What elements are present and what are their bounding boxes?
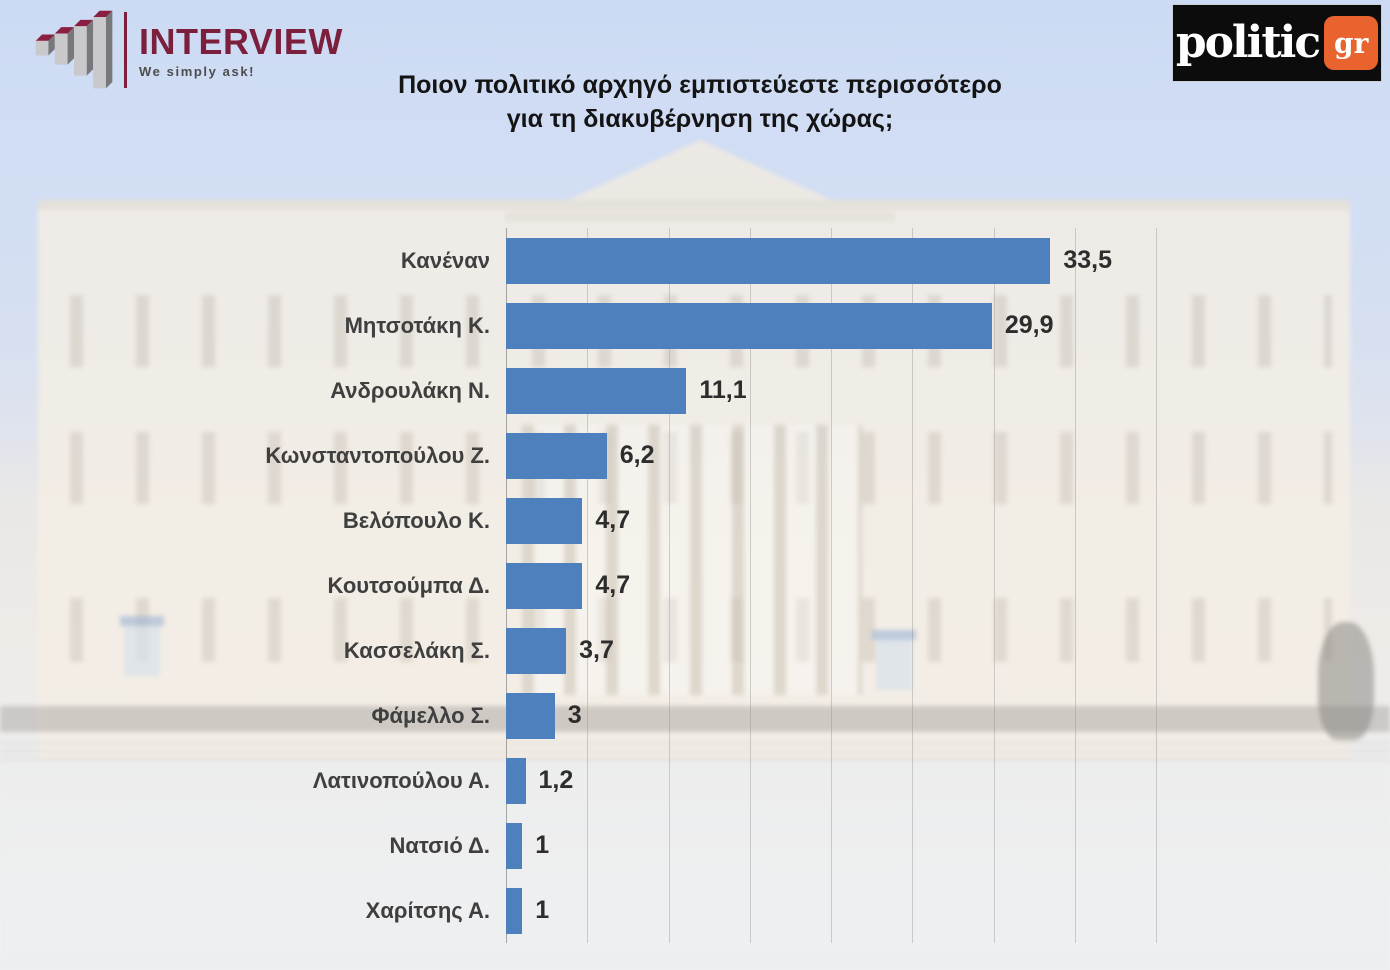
parliament-base-wall xyxy=(0,706,1390,732)
chart-row: Κωνσταντοπούλου Ζ. 6,2 xyxy=(0,423,1390,488)
interview-logo-tagline: We simply ask! xyxy=(139,63,256,79)
politic-logo-text: politic xyxy=(1175,17,1321,68)
bar xyxy=(506,497,583,544)
chart-row: Κουτσούμπα Δ. 4,7 xyxy=(0,553,1390,618)
chart-title-line2: για τη διακυβέρνηση της χώρας; xyxy=(506,105,894,133)
bar-chart: Κανέναν 33,5 Μητσοτάκη Κ. 29,9 Ανδρουλάκ… xyxy=(0,228,1390,943)
category-label: Μητσοτάκη Κ. xyxy=(344,312,490,338)
bar xyxy=(506,432,607,479)
bar-track: 6,2 xyxy=(506,432,1390,479)
bar xyxy=(506,367,687,414)
cypress-tree xyxy=(1318,622,1374,740)
bar-track: 29,9 xyxy=(506,302,1390,349)
chart-row: Νατσιό Δ. 1 xyxy=(0,813,1390,878)
bar xyxy=(506,237,1051,284)
gridline xyxy=(831,228,832,943)
bar-track: 1 xyxy=(506,822,1390,869)
gridline xyxy=(912,228,914,943)
bar xyxy=(506,822,523,869)
bar xyxy=(506,627,567,674)
interview-logo: INTERVIEW We simply ask! xyxy=(30,8,343,92)
category-label: Ανδρουλάκη Ν. xyxy=(330,377,490,403)
chart-row: Κασσελάκη Σ. 3,7 xyxy=(0,618,1390,683)
bar-track: 1,2 xyxy=(506,757,1390,804)
value-label: 4,7 xyxy=(595,506,631,534)
sentry-box xyxy=(872,630,916,690)
bar-track: 11,1 xyxy=(506,367,1390,414)
value-label: 6,2 xyxy=(619,441,655,469)
parliament-windows-row xyxy=(70,598,1332,662)
category-label: Κωνσταντοπούλου Ζ. xyxy=(265,442,490,468)
gridline xyxy=(587,228,589,943)
parliament-steps xyxy=(0,742,1390,764)
chart-title: Ποιον πολιτικό αρχηγό εμπιστεύεστε περισ… xyxy=(330,68,1070,136)
category-label: Κανέναν xyxy=(400,247,490,273)
value-label: 1 xyxy=(535,831,550,859)
value-label: 11,1 xyxy=(699,376,747,404)
parliament-windows-row xyxy=(70,432,1332,504)
chart-row: Κανέναν 33,5 xyxy=(0,228,1390,293)
bar-track: 3,7 xyxy=(506,627,1390,674)
bar-track: 4,7 xyxy=(506,562,1390,609)
gridline xyxy=(993,228,995,943)
value-label: 4,7 xyxy=(595,571,631,599)
value-label: 33,5 xyxy=(1063,246,1113,274)
logo-separator xyxy=(124,12,127,88)
bar-track: 3 xyxy=(506,692,1390,739)
parliament-cornice xyxy=(505,212,895,222)
category-label: Νατσιό Δ. xyxy=(389,832,490,858)
category-label: Χαρίτσης Α. xyxy=(365,897,490,923)
bar-track: 4,7 xyxy=(506,497,1390,544)
bar xyxy=(506,757,526,804)
value-label: 1 xyxy=(535,896,550,924)
gridline xyxy=(668,228,670,943)
category-label: Λατινοπούλου Α. xyxy=(312,767,490,793)
value-label: 3 xyxy=(567,701,582,729)
value-label: 3,7 xyxy=(579,636,614,664)
sentry-box xyxy=(120,616,164,676)
politic-gr-badge: gr xyxy=(1324,16,1379,70)
category-label: Κασσελάκη Σ. xyxy=(343,637,490,663)
chart-rows: Κανέναν 33,5 Μητσοτάκη Κ. 29,9 Ανδρουλάκ… xyxy=(0,228,1390,943)
gridline xyxy=(1156,228,1157,943)
category-label: Φάμελλο Σ. xyxy=(371,702,490,728)
bar xyxy=(506,692,555,739)
bar xyxy=(506,562,583,609)
chart-row: Λατινοπούλου Α. 1,2 xyxy=(0,748,1390,813)
gridline xyxy=(749,228,751,943)
chart-row: Ανδρουλάκη Ν. 11,1 xyxy=(0,358,1390,423)
bar-track: 33,5 xyxy=(506,237,1390,284)
chart-row: Χαρίτσης Α. 1 xyxy=(0,878,1390,943)
bar xyxy=(506,887,523,934)
chart-row: Βελόπουλο Κ. 4,7 xyxy=(0,488,1390,553)
politic-logo: politic gr xyxy=(1172,4,1382,82)
parliament-roofline xyxy=(38,200,1350,212)
bar-track: 1 xyxy=(506,887,1390,934)
value-label: 1,2 xyxy=(538,766,574,794)
category-label: Βελόπουλο Κ. xyxy=(342,507,490,533)
chart-title-line1: Ποιον πολιτικό αρχηγό εμπιστεύεστε περισ… xyxy=(398,71,1002,99)
gridline xyxy=(1074,228,1076,943)
bar xyxy=(506,302,992,349)
bar-chart-logo-icon xyxy=(35,10,113,89)
interview-logo-text: INTERVIEW xyxy=(139,20,343,62)
category-label: Κουτσούμπα Δ. xyxy=(327,572,490,598)
chart-row: Φάμελλο Σ. 3 xyxy=(0,683,1390,748)
syntagma-square-ground xyxy=(0,760,1390,970)
chart-row: Μητσοτάκη Κ. 29,9 xyxy=(0,293,1390,358)
value-label: 29,9 xyxy=(1004,311,1054,339)
